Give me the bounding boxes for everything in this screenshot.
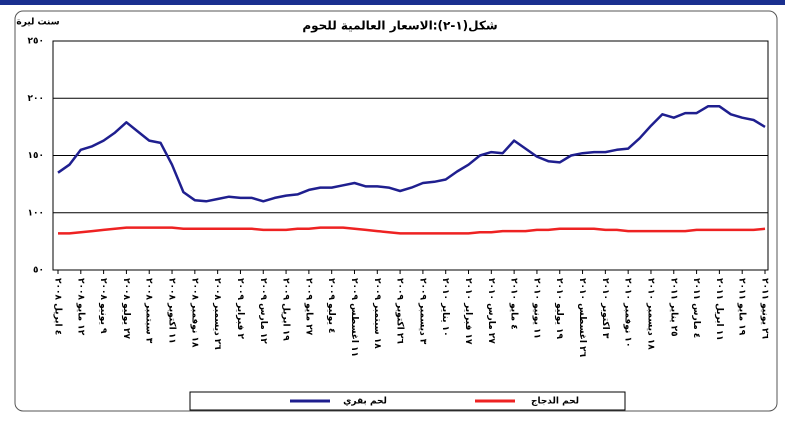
line-series bbox=[58, 226, 766, 235]
x-tick-label: ١١ اغسطس ٢٠٠٩ bbox=[349, 278, 359, 357]
x-tick-label: ١١ اكتوبر ٢٠٠٨ bbox=[167, 278, 177, 344]
x-tick-label: ٢٧ يوليو ٢٠٠٨ bbox=[121, 278, 131, 339]
top-bar bbox=[0, 0, 785, 5]
legend-label: لحم بقري bbox=[343, 397, 387, 407]
x-tick-label: ١٠ يناير ٢٠١٠ bbox=[440, 278, 450, 337]
y-axis-label: سنت ليرة bbox=[16, 18, 59, 28]
x-tick-label: ٢٥ يناير ٢٠١١ bbox=[668, 278, 678, 337]
frame bbox=[14, 10, 778, 412]
y-tick-label: ١٠٠ bbox=[28, 208, 44, 218]
x-tick-label: ٢٧ مايو ٢٠٠٩ bbox=[303, 278, 313, 336]
x-tick-label: ١١ يونيو ٢٠١٠ bbox=[531, 278, 541, 339]
x-tick-label: ١٩ يوليو ٢٠١٠ bbox=[554, 278, 564, 339]
chart-title: شكل(١-٢):الاسعار العالمية للحوم bbox=[302, 19, 497, 34]
x-tick-label: ١٢ مايو ٢٠٠٨ bbox=[75, 278, 85, 336]
x-tick-label: ٣ سبتمبر ٢٠٠٨ bbox=[144, 278, 154, 344]
x-tick-label: ١٨ سبتمبر ٢٠٠٩ bbox=[372, 278, 382, 349]
x-tick-label: ١٨ نوفمبر ٢٠٠٨ bbox=[189, 278, 199, 348]
x-tick-label: ٤ يوليو ٢٠٠٩ bbox=[326, 278, 336, 333]
x-tick-label: ٢٦ ديسمبر ٢٠٠٨ bbox=[212, 278, 222, 350]
y-tick-label: ١٥٠ bbox=[28, 151, 44, 161]
x-tick-label: ٢٦ يونيو ٢٠١١ bbox=[760, 278, 770, 339]
x-tick-label: ١٩ ابريل ٢٠٠٩ bbox=[281, 278, 291, 341]
legend bbox=[189, 391, 626, 411]
x-tick-label: ٤ مايو ٢٠١٠ bbox=[509, 278, 519, 330]
x-tick-label: ٩ يونيو ٢٠٠٨ bbox=[98, 278, 108, 334]
x-tick-label: ٤ مارس ٢٠١١ bbox=[691, 278, 701, 338]
legend-label: لحم الدجاج bbox=[531, 397, 579, 407]
y-tick-label: ٥٠ bbox=[33, 266, 44, 276]
x-tick-label: ١٠ نوفمبر ٢٠١٠ bbox=[623, 278, 633, 347]
x-tick-label: ١٧ فبراير ٢٠١٠ bbox=[463, 278, 473, 345]
x-tick-label: ٢٦ اكتوبر ٢٠٠٩ bbox=[395, 278, 405, 344]
x-tick-label: ٢٦ اغسطس ٢٠١٠ bbox=[577, 278, 587, 358]
y-tick-label: ٢٥٠ bbox=[28, 37, 44, 47]
x-tick-label: ٣ اكتوبر ٢٠١٠ bbox=[600, 278, 610, 339]
x-tick-label: ١٢ مارس ٢٠٠٩ bbox=[258, 278, 268, 344]
y-tick-label: ٢٠٠ bbox=[28, 94, 44, 104]
x-tick-label: ٢٧ مارس ٢٠١٠ bbox=[486, 278, 496, 344]
x-tick-label: ٢ فبراير ٢٠٠٩ bbox=[235, 278, 245, 339]
x-tick-label: ١١ ابريل ٢٠١١ bbox=[714, 278, 724, 341]
x-tick-label: ٣ ديسمبر ٢٠٠٩ bbox=[417, 278, 427, 345]
x-tick-label: ١٩ مايو ٢٠١١ bbox=[737, 278, 747, 336]
x-tick-label: ١٨ ديسمبر ٢٠١٠ bbox=[645, 278, 655, 350]
line-series bbox=[57, 105, 766, 203]
x-tick-label: ٤ ابريل ٢٠٠٨ bbox=[53, 278, 63, 335]
